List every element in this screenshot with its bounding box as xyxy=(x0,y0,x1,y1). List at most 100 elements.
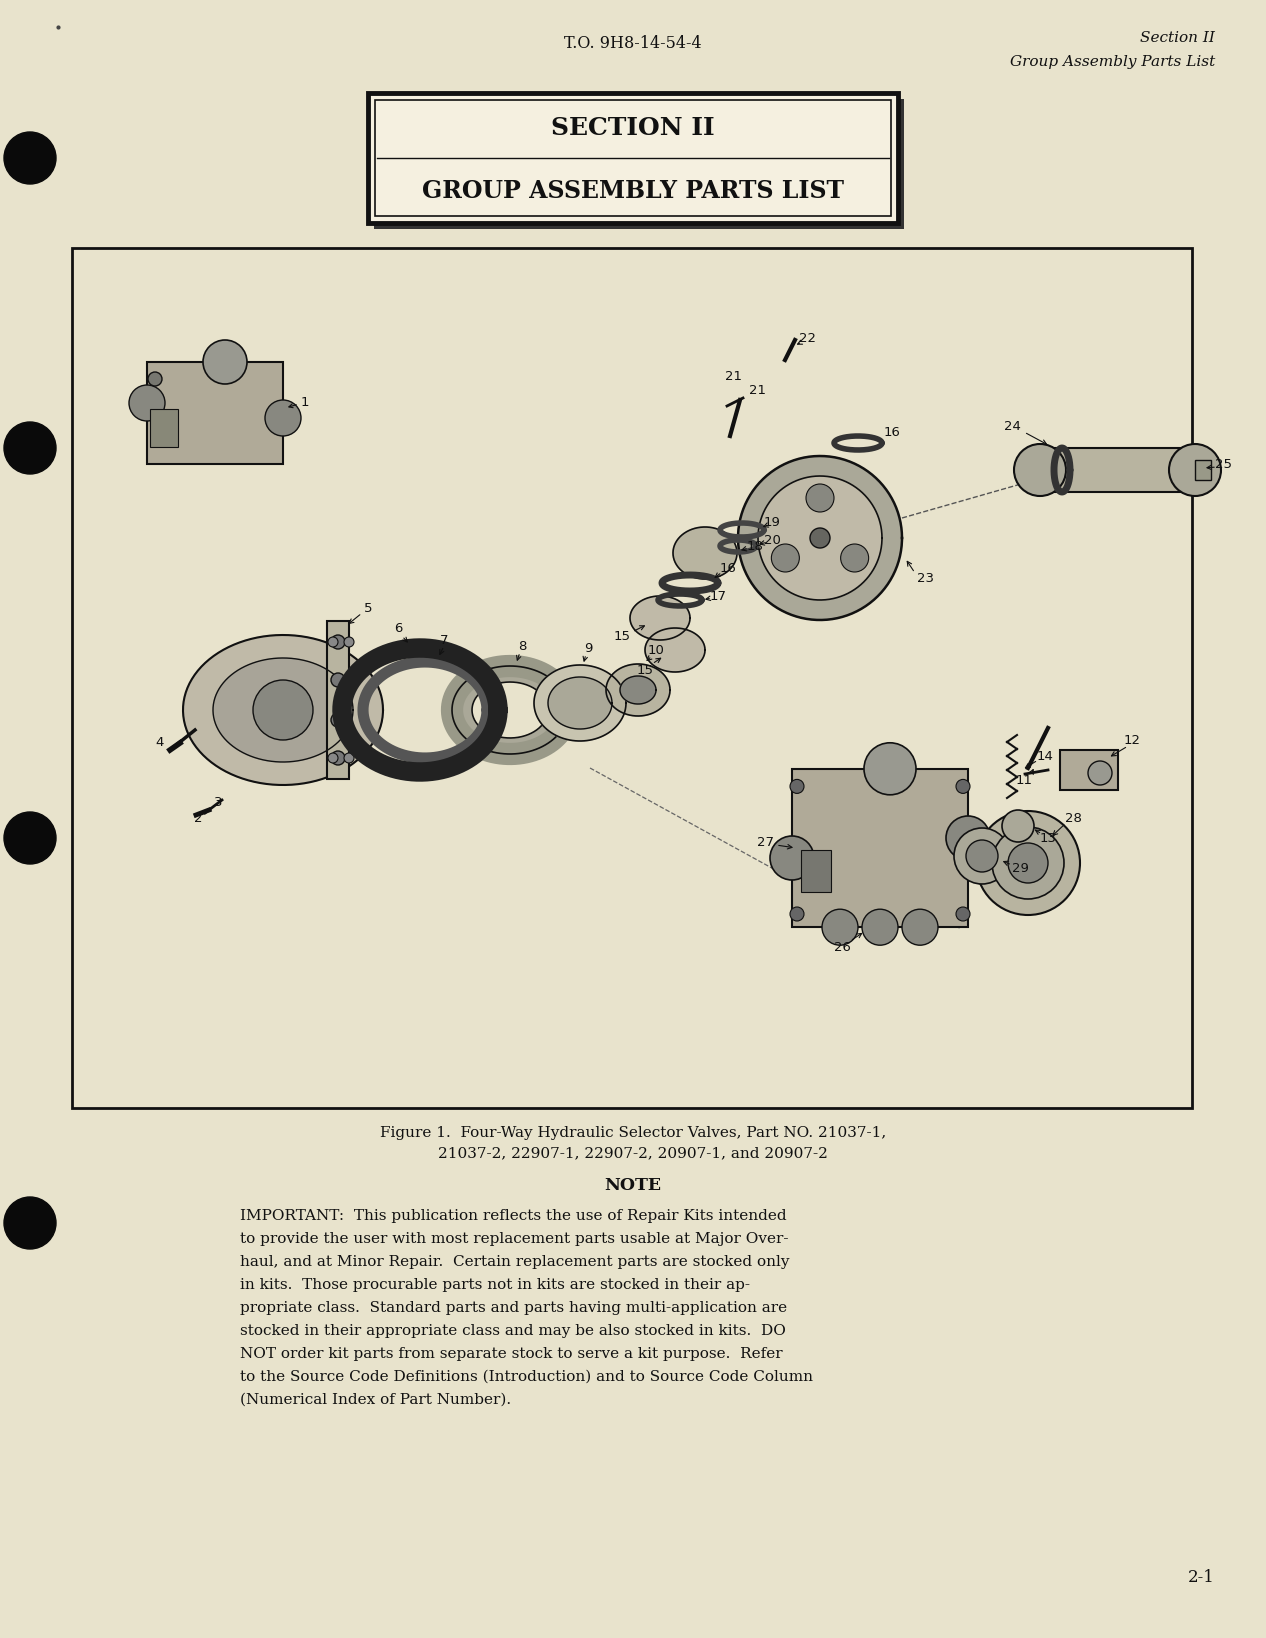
Circle shape xyxy=(822,909,858,945)
Text: to provide the user with most replacement parts usable at Major Over-: to provide the user with most replacemen… xyxy=(241,1232,789,1247)
Polygon shape xyxy=(674,527,737,578)
Text: 27: 27 xyxy=(757,837,775,850)
Bar xyxy=(1195,460,1212,480)
Circle shape xyxy=(976,811,1080,916)
Circle shape xyxy=(344,637,354,647)
Circle shape xyxy=(330,673,346,686)
Circle shape xyxy=(771,544,799,572)
Polygon shape xyxy=(630,596,690,640)
Circle shape xyxy=(790,780,804,793)
Circle shape xyxy=(148,372,162,387)
Text: 21037-2, 22907-1, 22907-2, 20907-1, and 20907-2: 21037-2, 22907-1, 22907-2, 20907-1, and … xyxy=(438,1147,828,1160)
Text: 16: 16 xyxy=(884,426,900,439)
Text: T.O. 9H8-14-54-4: T.O. 9H8-14-54-4 xyxy=(565,34,701,51)
Bar xyxy=(1060,750,1118,790)
Text: Section II: Section II xyxy=(1141,31,1215,44)
Circle shape xyxy=(330,636,346,649)
Bar xyxy=(373,98,904,229)
Circle shape xyxy=(4,812,56,863)
Text: 9: 9 xyxy=(584,642,592,655)
Circle shape xyxy=(1001,811,1034,842)
Circle shape xyxy=(1087,762,1112,785)
Polygon shape xyxy=(548,676,611,729)
Bar xyxy=(147,362,284,464)
Text: 24: 24 xyxy=(1004,419,1020,432)
Polygon shape xyxy=(606,663,670,716)
Text: haul, and at Minor Repair.  Certain replacement parts are stocked only: haul, and at Minor Repair. Certain repla… xyxy=(241,1255,790,1269)
Text: 12: 12 xyxy=(1123,734,1141,747)
Bar xyxy=(327,621,349,780)
Text: 15: 15 xyxy=(637,663,653,676)
Text: 13: 13 xyxy=(1039,832,1057,845)
Circle shape xyxy=(770,835,814,880)
Circle shape xyxy=(956,780,970,793)
Text: 19: 19 xyxy=(763,516,780,529)
Polygon shape xyxy=(472,681,548,739)
Text: 4: 4 xyxy=(156,737,165,750)
Bar xyxy=(793,768,968,927)
Bar xyxy=(368,93,898,223)
Circle shape xyxy=(966,840,998,871)
Text: 2: 2 xyxy=(194,811,203,824)
Text: propriate class.  Standard parts and parts having multi-application are: propriate class. Standard parts and part… xyxy=(241,1301,787,1315)
Text: NOT order kit parts from separate stock to serve a kit purpose.  Refer: NOT order kit parts from separate stock … xyxy=(241,1346,782,1361)
Text: 26: 26 xyxy=(833,940,851,953)
Circle shape xyxy=(328,753,338,763)
Circle shape xyxy=(810,527,830,549)
Text: 8: 8 xyxy=(518,639,527,652)
Text: 29: 29 xyxy=(1012,862,1028,875)
Circle shape xyxy=(956,907,970,921)
Bar xyxy=(1039,449,1195,491)
Circle shape xyxy=(1008,844,1048,883)
Polygon shape xyxy=(758,477,882,600)
Text: 5: 5 xyxy=(363,603,372,616)
Text: (Numerical Index of Part Number).: (Numerical Index of Part Number). xyxy=(241,1392,511,1407)
Text: 7: 7 xyxy=(439,634,448,647)
Polygon shape xyxy=(452,667,568,753)
Text: to the Source Code Definitions (Introduction) and to Source Code Column: to the Source Code Definitions (Introduc… xyxy=(241,1369,813,1384)
Bar xyxy=(149,410,179,447)
Text: 3: 3 xyxy=(214,796,223,809)
Polygon shape xyxy=(184,636,384,785)
Circle shape xyxy=(4,1197,56,1250)
Text: 11: 11 xyxy=(1015,773,1033,786)
Text: SECTION II: SECTION II xyxy=(551,116,715,141)
Text: 20: 20 xyxy=(763,534,780,547)
Circle shape xyxy=(863,742,917,794)
Text: 18: 18 xyxy=(747,539,763,552)
Text: IMPORTANT:  This publication reflects the use of Repair Kits intended: IMPORTANT: This publication reflects the… xyxy=(241,1209,786,1224)
Polygon shape xyxy=(738,455,901,621)
Circle shape xyxy=(330,750,346,765)
Polygon shape xyxy=(213,658,353,762)
Text: 1: 1 xyxy=(301,396,309,410)
Circle shape xyxy=(253,680,313,740)
Text: 2-1: 2-1 xyxy=(1188,1569,1215,1587)
Circle shape xyxy=(806,483,834,513)
Text: 17: 17 xyxy=(709,590,727,603)
Text: 22: 22 xyxy=(800,331,817,344)
Circle shape xyxy=(862,909,898,945)
Text: Group Assembly Parts List: Group Assembly Parts List xyxy=(1010,56,1215,69)
Circle shape xyxy=(265,400,301,436)
Bar xyxy=(375,100,891,216)
Circle shape xyxy=(841,544,868,572)
Circle shape xyxy=(955,827,1010,885)
Text: 10: 10 xyxy=(648,644,665,657)
Text: 15: 15 xyxy=(614,629,630,642)
Text: 6: 6 xyxy=(394,621,403,634)
Circle shape xyxy=(1169,444,1220,496)
Text: 16: 16 xyxy=(719,562,737,575)
Circle shape xyxy=(203,341,247,383)
Circle shape xyxy=(790,907,804,921)
Text: 25: 25 xyxy=(1214,459,1232,472)
Polygon shape xyxy=(644,627,705,672)
Circle shape xyxy=(330,713,346,727)
Circle shape xyxy=(901,909,938,945)
Bar xyxy=(801,850,830,893)
Circle shape xyxy=(993,827,1063,899)
Circle shape xyxy=(946,816,990,860)
Text: 14: 14 xyxy=(1037,750,1053,763)
Text: NOTE: NOTE xyxy=(604,1176,662,1194)
Circle shape xyxy=(4,423,56,473)
Polygon shape xyxy=(534,665,625,740)
